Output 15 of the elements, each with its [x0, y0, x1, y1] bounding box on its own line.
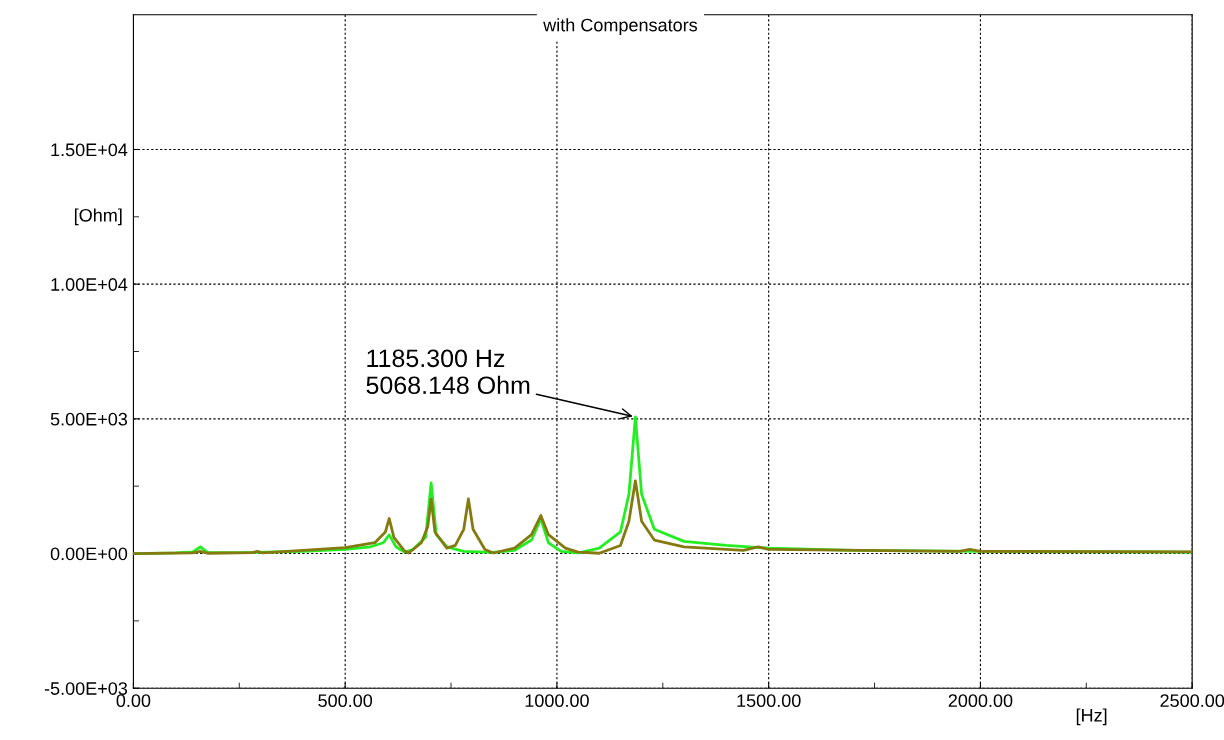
- x-axis-title: [Hz]: [1076, 708, 1107, 726]
- x-tick-label: 500.00: [318, 694, 373, 708]
- x-tick-label: 2500.00: [1160, 694, 1224, 708]
- x-tick-label: 1000.00: [525, 694, 589, 708]
- y-tick-label: 5.00E+03: [50, 412, 128, 426]
- x-tick-label: 0.00: [116, 694, 151, 708]
- y-axis-title: [Ohm]: [74, 208, 122, 226]
- y-tick-label: 1.00E+04: [51, 278, 128, 291]
- chart-title: with Compensators: [543, 18, 698, 35]
- y-tick-label: -5.00E+03: [44, 682, 128, 695]
- annotation: 1185.300 Hz 5068.148 Ohm: [366, 349, 530, 395]
- y-tick-label: 1.50E+04: [51, 143, 128, 157]
- x-tick-label: 2000.00: [948, 694, 1013, 708]
- y-tick-label: 0.00E+00: [50, 547, 128, 561]
- x-tick-label: 1500.00: [737, 694, 801, 708]
